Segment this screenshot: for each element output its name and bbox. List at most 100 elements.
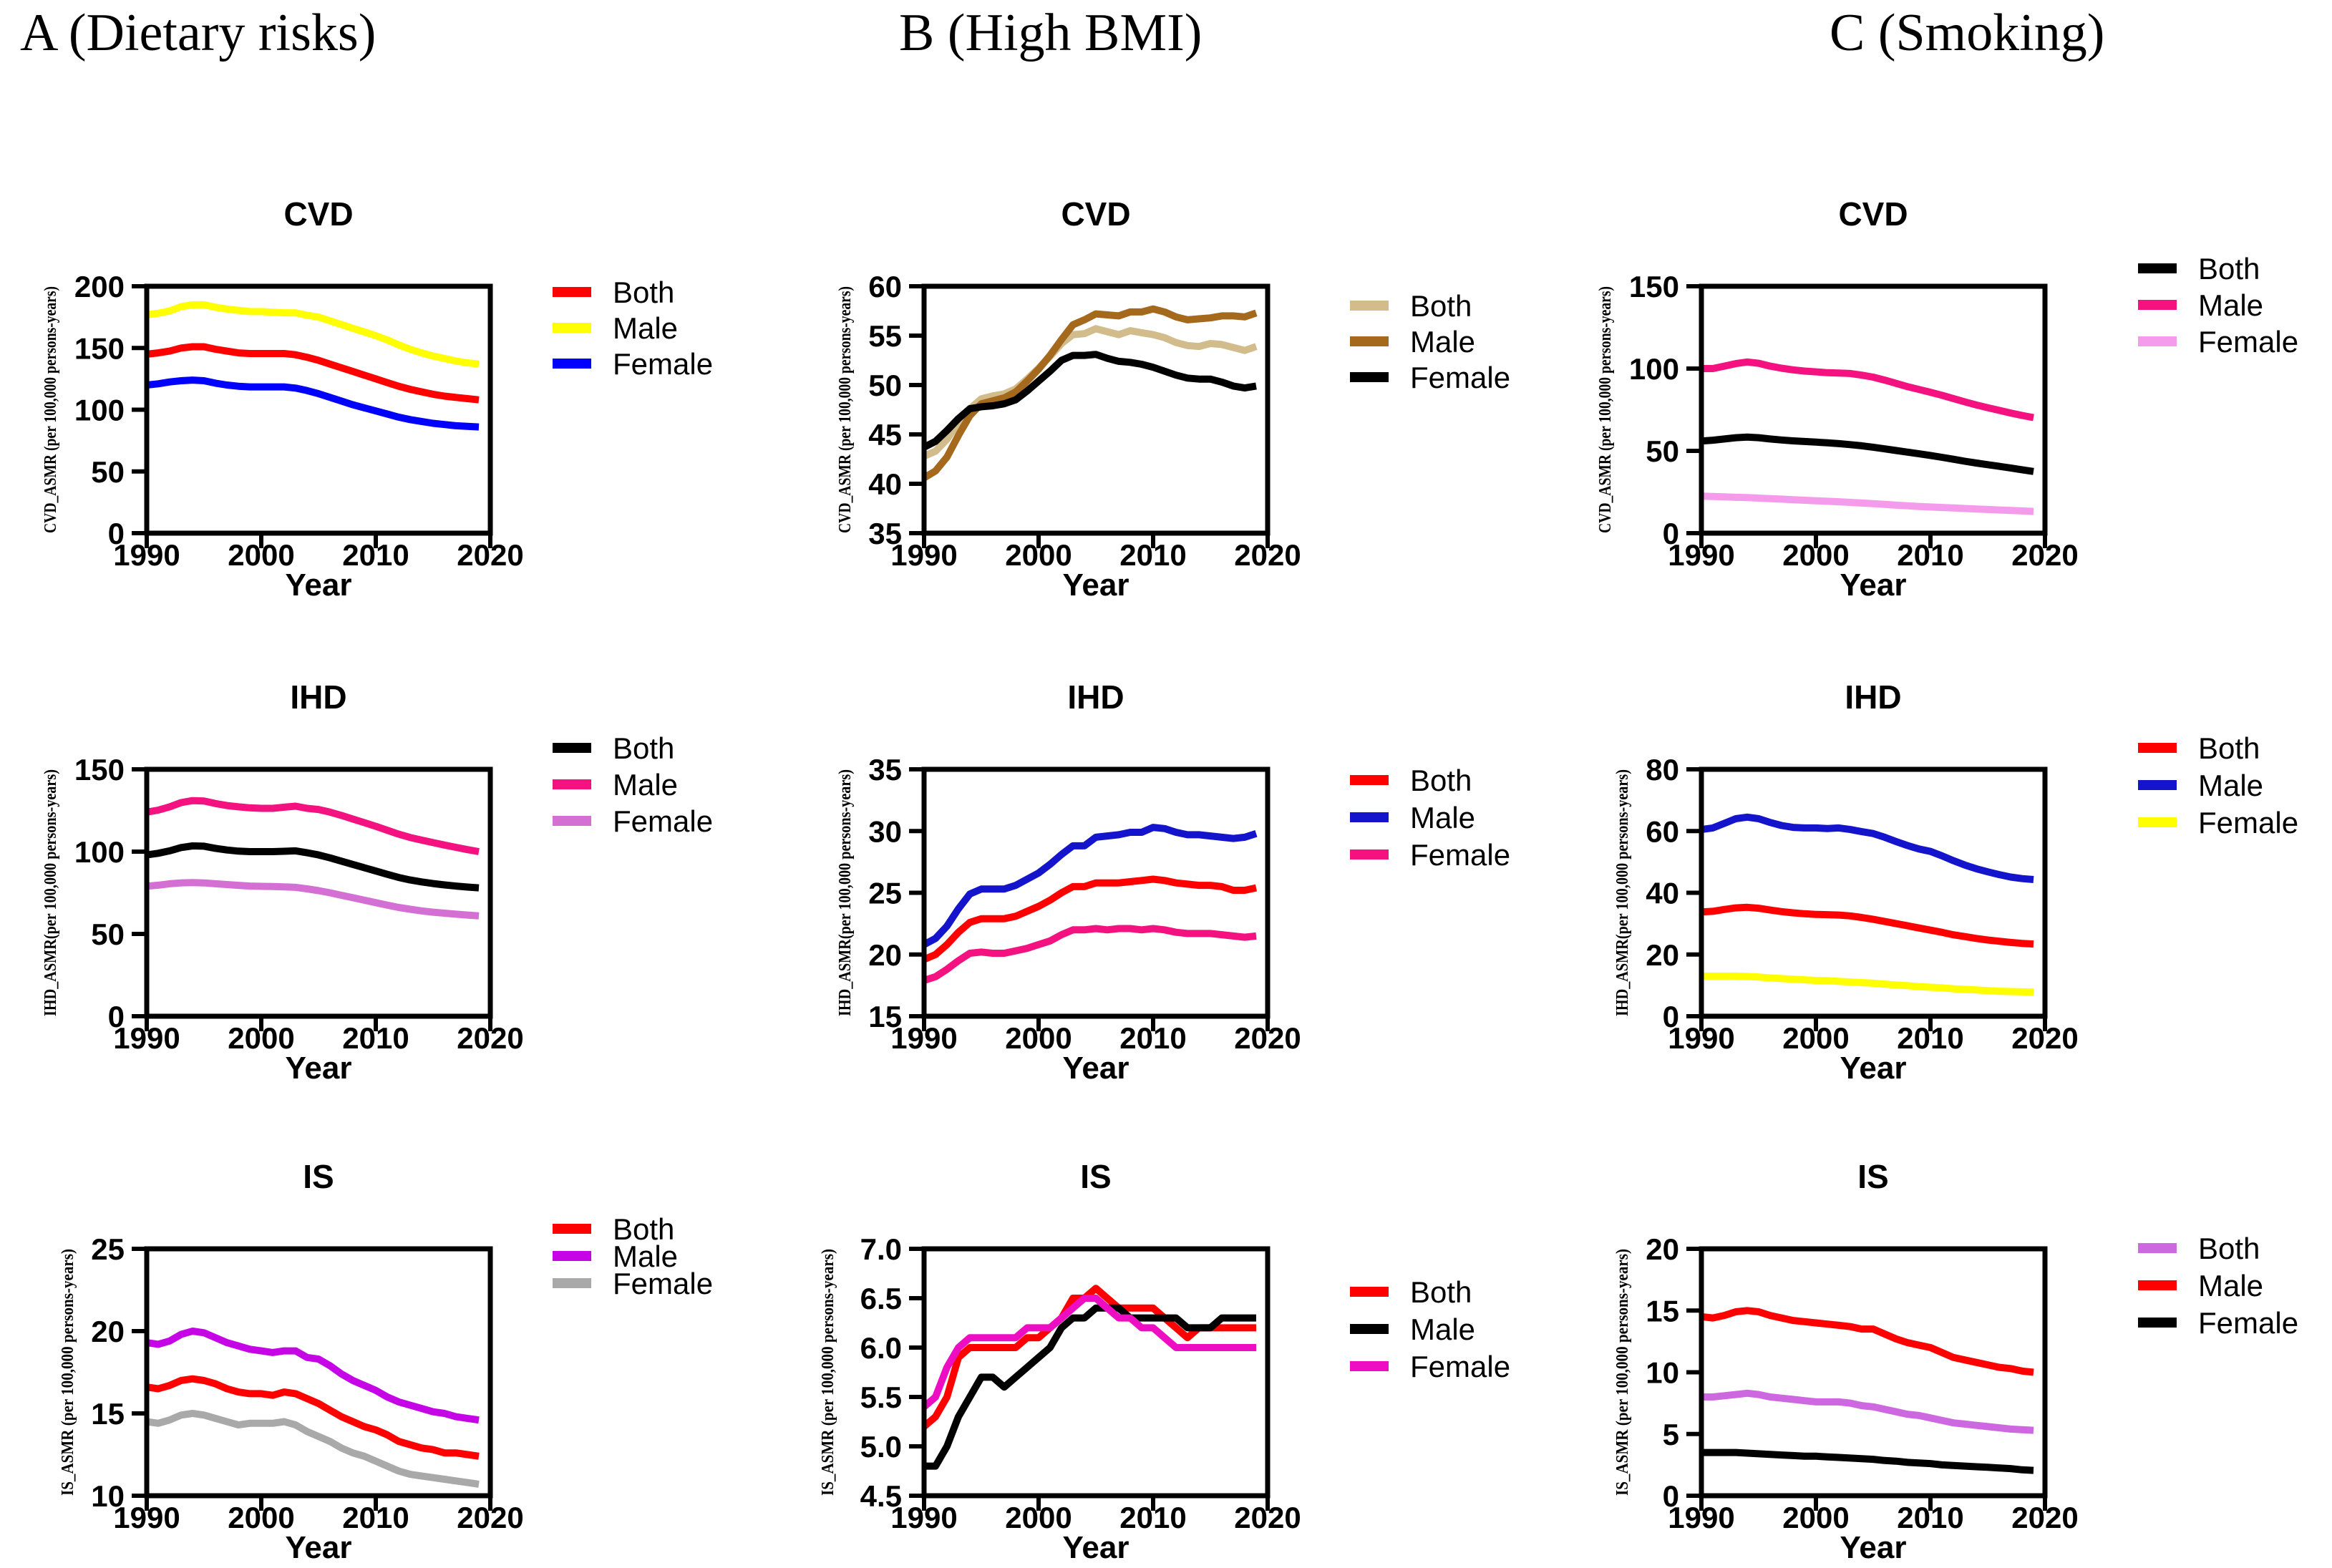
x-tick-label: 2020	[457, 538, 523, 572]
x-axis-label: Year	[1840, 1530, 1907, 1564]
legend-item-both: Both	[553, 276, 674, 309]
chart-title: CVD	[1061, 195, 1130, 233]
legend-item-male: Male	[1350, 325, 1475, 359]
x-tick-label: 1990	[113, 1501, 180, 1534]
panel-A-IS: IS IS_ASMR (per 100,000 persons-years) 10 1…	[0, 1127, 777, 1565]
y-tick-label: 35	[868, 517, 902, 550]
y-tick-label: 10	[1646, 1356, 1679, 1390]
legend-item-female: Female	[553, 1267, 713, 1300]
x-axis-label: Year	[1063, 1530, 1129, 1564]
y-tick-label: 55	[868, 319, 902, 353]
y-tick-label: 50	[1646, 434, 1679, 468]
y-tick-label: 200	[74, 270, 125, 303]
y-axis-label: IHD_ASMR(per 100,000 persons-years)	[42, 769, 60, 1016]
column-header-smoking: C (Smoking)	[1830, 4, 2105, 62]
plot-frame	[144, 1246, 493, 1499]
y-tick-label: 50	[91, 455, 125, 489]
y-tick-label: 0	[108, 517, 125, 550]
plot-frame	[921, 766, 1271, 1019]
y-tick-label: 5	[1663, 1418, 1679, 1451]
x-axis-label: Year	[1063, 1051, 1129, 1085]
legend-swatch	[1350, 849, 1389, 860]
y-tick-label: 20	[868, 938, 902, 972]
plot-frame	[1699, 1246, 2048, 1499]
legend-item-female: Female	[1350, 1350, 1510, 1383]
legend-swatch	[553, 779, 591, 789]
x-tick-label: 2000	[228, 1021, 294, 1055]
column-header-high-bmi: B (High BMI)	[899, 4, 1203, 62]
legend-label: Male	[1410, 1313, 1475, 1346]
x-tick-label: 2000	[1782, 1501, 1849, 1534]
x-tick-label: 2000	[1005, 1021, 1072, 1055]
y-axis-label: CVD_ASMR (per 100,000 persons-years)	[42, 286, 60, 533]
series-line-male	[1701, 358, 2034, 422]
legend-label: Both	[2198, 1232, 2260, 1265]
legend-label: Female	[1410, 1350, 1510, 1383]
legend-item-both: Both	[1350, 764, 1472, 797]
series-line-both	[923, 325, 1258, 459]
legend-swatch	[2138, 743, 2177, 753]
y-tick-label: 30	[868, 814, 902, 848]
legend-item-male: Male	[553, 768, 678, 802]
legend-label: Both	[1410, 289, 1472, 323]
series-line-male	[146, 797, 480, 855]
chart-title: CVD	[283, 195, 353, 233]
y-tick-label: 25	[868, 877, 902, 910]
legend-item-male: Male	[553, 1240, 678, 1273]
chart-title: IHD	[1067, 678, 1124, 716]
x-tick-label: 2020	[1234, 1501, 1301, 1534]
legend-item-both: Both	[2138, 252, 2260, 286]
series-line-female	[146, 1410, 480, 1488]
y-tick-label: 25	[91, 1232, 125, 1266]
x-tick-label: 2010	[1119, 1501, 1186, 1534]
panel-C-CVD: CVD CVD_ASMR (per 100,000 persons-years) 0…	[1555, 165, 2332, 603]
panel-A-CVD: CVD CVD_ASMR (per 100,000 persons-years) 0…	[0, 165, 777, 603]
x-tick-label: 1990	[890, 1021, 957, 1055]
x-axis-label: Year	[1063, 568, 1129, 602]
legend-item-male: Male	[1350, 801, 1475, 834]
y-axis-label: IS_ASMR (per 100,000 persons-years)	[59, 1249, 77, 1496]
legend-label: Both	[613, 276, 674, 309]
x-axis-label: Year	[286, 568, 352, 602]
chart-title: IS	[1080, 1158, 1111, 1195]
chart-A-CVD: CVD CVD_ASMR (per 100,000 persons-years) 0…	[42, 195, 713, 603]
x-tick-label: 2010	[1119, 1021, 1186, 1055]
x-tick-label: 1990	[1668, 1021, 1734, 1055]
legend-label: Both	[1410, 764, 1472, 797]
plot-frame	[1699, 283, 2048, 536]
legend-item-female: Female	[1350, 838, 1510, 872]
x-tick-label: 1990	[1668, 538, 1734, 572]
legend-label: Both	[2198, 252, 2260, 286]
x-tick-label: 2010	[342, 1501, 409, 1534]
legend-label: Male	[2198, 1269, 2263, 1302]
y-tick-label: 6.5	[860, 1282, 902, 1315]
legend-item-female: Female	[2138, 1306, 2298, 1340]
legend-swatch	[1350, 1287, 1389, 1297]
plot-frame	[144, 283, 493, 536]
x-tick-label: 2000	[1005, 538, 1072, 572]
y-axis-label: CVD_ASMR (per 100,000 persons-years)	[1596, 286, 1615, 533]
chart-B-IHD: IHD IHD_ASMR(per 100,000 persons-years) 15…	[836, 678, 1510, 1086]
legend-label: Male	[613, 311, 678, 345]
y-tick-label: 45	[868, 418, 902, 452]
y-tick-label: 50	[91, 917, 125, 951]
y-tick-label: 15	[868, 1000, 902, 1033]
series-line-female	[1701, 972, 2034, 996]
y-tick-label: 150	[74, 331, 125, 365]
y-tick-label: 20	[1646, 1232, 1679, 1266]
legend-item-male: Male	[1350, 1313, 1475, 1346]
legend-item-male: Male	[2138, 769, 2263, 802]
x-tick-label: 2020	[457, 1021, 523, 1055]
y-tick-label: 0	[1663, 1479, 1679, 1513]
legend-label: Female	[1410, 361, 1510, 394]
legend-item-male: Male	[553, 311, 678, 345]
x-tick-label: 2010	[1897, 538, 1963, 572]
legend-swatch	[2138, 817, 2177, 827]
chart-B-IS: IS IS_ASMR (per 100,000 persons-years) 4.5…	[819, 1158, 1510, 1565]
legend-swatch	[1350, 1324, 1389, 1334]
legend-label: Female	[1410, 838, 1510, 872]
legend-item-female: Female	[1350, 361, 1510, 394]
y-tick-label: 10	[91, 1479, 125, 1513]
x-tick-label: 2020	[1234, 538, 1301, 572]
